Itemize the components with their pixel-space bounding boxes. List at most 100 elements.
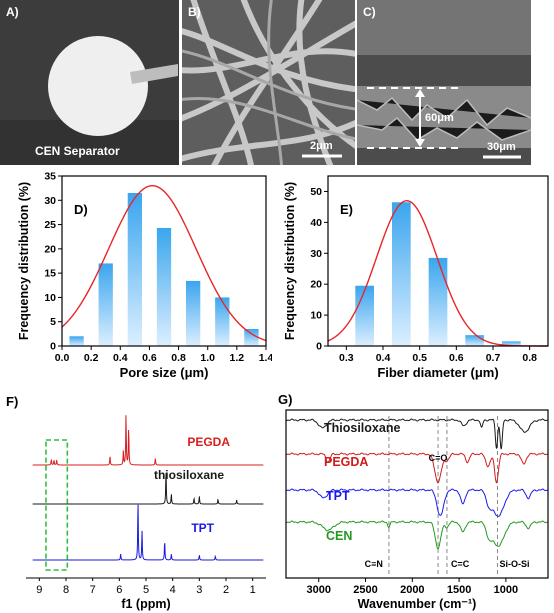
annotation-c-c: C=C	[451, 559, 470, 569]
x-tick-label: 0.7	[486, 352, 501, 364]
gaussian-fit-curve	[61, 185, 267, 342]
x-tick-label: 9	[36, 584, 42, 596]
histogram-bar	[501, 341, 521, 346]
x-axis-title: Wavenumber (cm⁻¹)	[358, 597, 477, 611]
sem-panel-c: C) 60μm 30μm	[357, 0, 531, 165]
y-tick-label: 15	[44, 268, 56, 280]
histogram-bar	[391, 202, 411, 346]
cross-section-image	[357, 0, 531, 165]
y-tick-label: 5	[50, 316, 56, 328]
scale-label-b: 2μm	[310, 140, 333, 152]
x-tick-label: 0.0	[55, 352, 70, 364]
histogram-bar	[428, 257, 448, 346]
separator-disc	[48, 36, 148, 136]
tweezer	[130, 64, 178, 84]
thickness-label: 60μm	[425, 112, 454, 124]
histogram-bar	[127, 193, 142, 346]
y-axis-title: Frequency distribution (%)	[17, 182, 31, 340]
y-tick-label: 40	[310, 217, 322, 229]
histogram-bar	[355, 285, 375, 346]
x-tick-label: 0.8	[522, 352, 537, 364]
y-tick-label: 10	[44, 292, 56, 304]
nmr-trace	[32, 415, 264, 466]
ftir-trace	[285, 452, 549, 484]
y-tick-label: 0	[50, 341, 56, 353]
fiber-diameter-histogram: 0.3 0.4 0.5 0.6 0.7 0.8 0 10 20 30 40 50 Fiber diame…	[283, 175, 549, 380]
series-label: TPT	[326, 489, 350, 503]
panel-label: G)	[278, 392, 292, 407]
x-axis-title: f1 (ppm)	[121, 597, 170, 611]
x-tick-label: 0.4	[376, 352, 391, 364]
x-tick-label: 0.6	[142, 352, 157, 364]
x-tick-label: 0.8	[171, 352, 186, 364]
histogram-bar	[465, 335, 485, 346]
ftir-trace	[285, 520, 549, 550]
annotation-si-o-si: Si-O-Si	[499, 559, 529, 569]
plot-frame	[285, 409, 549, 579]
x-tick-label: 1000	[494, 584, 518, 596]
histogram-bar	[186, 280, 201, 346]
panel-label-c: C)	[363, 5, 376, 19]
separator-photo	[0, 0, 179, 165]
series-label: CEN	[326, 529, 352, 543]
x-axis-title: Pore size (μm)	[120, 365, 209, 380]
x-tick-label: 1	[250, 584, 256, 596]
series-label: PEGDA	[324, 455, 368, 469]
photo-panel-a: A) CEN Separator	[0, 0, 179, 165]
x-tick-label: 0.4	[113, 352, 128, 364]
ftir-spectra: Thiosiloxane PEGDA TPT CEN C=O C≡N C=C Si-O-Si 3…	[278, 392, 549, 611]
histogram-bar	[215, 297, 230, 346]
x-tick-label: 1.2	[230, 352, 245, 364]
y-tick-label: 10	[310, 310, 322, 322]
sem-panel-b: B) 2μm	[182, 0, 355, 165]
y-axis-title: Frequency distribution (%)	[283, 182, 297, 340]
x-tick-label: 2	[223, 584, 229, 596]
x-tick-label: 2000	[400, 584, 424, 596]
x-tick-label: 8	[63, 584, 69, 596]
plot-frame	[61, 175, 267, 347]
panel-label-a: A)	[6, 5, 19, 19]
y-tick-label: 25	[44, 219, 56, 231]
series-label: Thiosiloxane	[324, 421, 400, 435]
histogram-bar	[244, 329, 259, 346]
x-tick-label: 7	[90, 584, 96, 596]
x-tick-label: 0.2	[84, 352, 99, 364]
y-tick-label: 35	[44, 172, 56, 183]
y-tick-label: 30	[310, 248, 322, 260]
nmr-trace	[32, 472, 264, 505]
y-tick-label: 30	[44, 195, 56, 207]
ftir-trace	[285, 488, 549, 517]
series-label: thiosiloxane	[154, 468, 224, 482]
x-tick-label: 3	[196, 584, 202, 596]
y-tick-label: 20	[44, 243, 56, 255]
histogram-bar	[69, 336, 84, 346]
histogram-bar	[156, 227, 172, 346]
series-label: PEGDA	[187, 435, 230, 449]
y-tick-label: 0	[316, 341, 322, 353]
x-tick-label: 1.0	[200, 352, 215, 364]
annotation-c-n: C≡N	[365, 559, 383, 569]
x-tick-label: 1.4	[259, 352, 272, 364]
annotation-c-o: C=O	[429, 453, 448, 463]
x-tick-label: 3000	[307, 584, 331, 596]
x-tick-label: 0.3	[339, 352, 354, 364]
panel-label: F)	[6, 394, 18, 409]
separator-caption: CEN Separator	[35, 144, 120, 158]
y-tick-label: 50	[310, 186, 322, 198]
nmr-spectra: PEGDA thiosiloxane TPT 9 8 7 6 5 4 3 2 1 f1 (ppm) F)	[6, 394, 266, 611]
panel-label: D)	[74, 202, 88, 217]
scale-label-c: 30μm	[487, 141, 516, 153]
ftir-trace	[285, 418, 549, 450]
panel-label-b: B)	[188, 5, 201, 19]
x-tick-label: 0.6	[449, 352, 464, 364]
panel-label: E)	[340, 202, 353, 217]
x-tick-label: 4	[170, 584, 176, 596]
histogram-bar	[98, 263, 113, 346]
x-axis-title: Fiber diameter (μm)	[377, 365, 498, 380]
nmr-trace	[32, 504, 264, 561]
pore-size-histogram: 0.0 0.2 0.4 0.6 0.8 1.0 1.2 1.4 0 5 10 15 20 25 30 35 Po…	[17, 172, 272, 380]
y-tick-label: 20	[310, 279, 322, 291]
fiber-sem-image	[182, 0, 355, 165]
x-tick-label: 5	[143, 584, 149, 596]
plot-frame	[327, 175, 549, 347]
